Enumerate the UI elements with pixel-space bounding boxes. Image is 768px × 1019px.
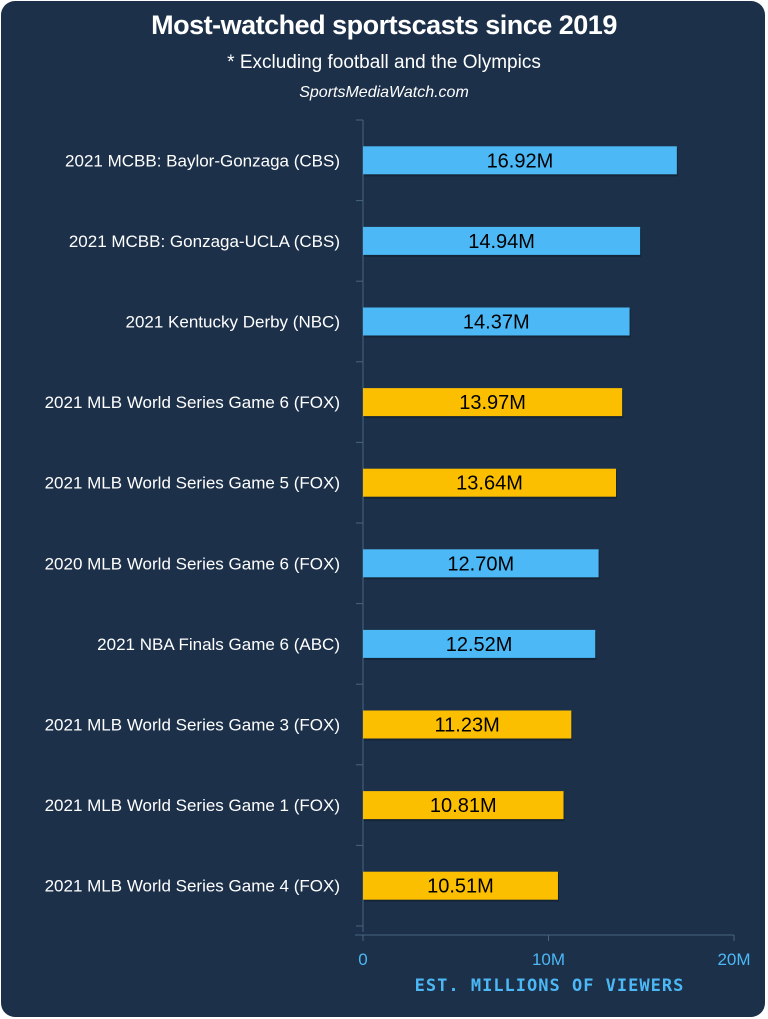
category-label: 2020 MLB World Series Game 6 (FOX)	[45, 554, 340, 573]
bar-value-label: 12.52M	[446, 634, 513, 656]
category-label: 2021 MLB World Series Game 4 (FOX)	[45, 877, 340, 896]
bar-value-label: 11.23M	[435, 715, 500, 737]
bar-value-label: 13.97M	[459, 392, 526, 414]
chart-title: Most-watched sportscasts since 2019	[151, 10, 617, 40]
bar-value-label: 14.37M	[463, 312, 530, 334]
bar	[363, 226, 641, 255]
bar	[363, 146, 677, 175]
bar	[363, 307, 630, 336]
bar-value-label: 14.94M	[468, 231, 535, 253]
category-label: 2021 MCBB: Gonzaga-UCLA (CBS)	[69, 232, 340, 251]
bar-value-label: 13.64M	[456, 473, 523, 495]
chart-subtitle: * Excluding football and the Olympics	[227, 52, 541, 73]
category-label: 2021 MCBB: Baylor-Gonzaga (CBS)	[65, 151, 340, 170]
chart-source: SportsMediaWatch.com	[299, 84, 469, 101]
bar	[363, 629, 596, 658]
category-label: 2021 NBA Finals Game 6 (ABC)	[97, 635, 340, 654]
category-label: 2021 MLB World Series Game 1 (FOX)	[45, 796, 340, 815]
x-axis-label: EST. MILLIONS OF VIEWERS	[415, 976, 685, 996]
category-label: 2021 MLB World Series Game 6 (FOX)	[45, 393, 340, 412]
category-label: 2021 MLB World Series Game 5 (FOX)	[45, 474, 340, 493]
bar	[363, 871, 558, 900]
bar-value-label: 12.70M	[447, 553, 514, 575]
category-label: 2021 MLB World Series Game 3 (FOX)	[45, 716, 340, 735]
bar-value-label: 10.81M	[430, 795, 497, 817]
bar	[363, 388, 623, 417]
bar-value-label: 16.92M	[487, 150, 554, 172]
bar	[363, 468, 617, 497]
bar-value-label: 10.51M	[427, 876, 494, 898]
bar	[363, 549, 599, 578]
x-tick-label: 0	[358, 950, 367, 969]
category-label: 2021 Kentucky Derby (NBC)	[126, 313, 340, 332]
x-tick-label: 10M	[532, 950, 565, 969]
bar	[363, 791, 564, 820]
bar	[363, 710, 572, 739]
x-tick-label: 20M	[717, 950, 750, 969]
